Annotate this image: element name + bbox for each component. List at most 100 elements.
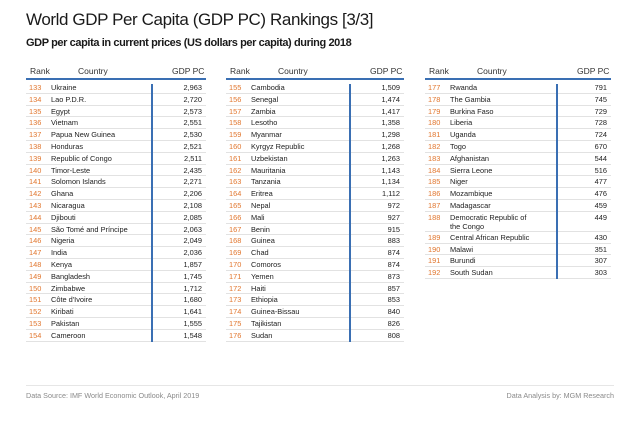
footer-divider [26, 385, 614, 386]
gdp-cell: 1,143 [381, 165, 401, 175]
country-cell: Senegal [251, 94, 279, 104]
gdp-cell: 1,474 [381, 94, 401, 104]
table-header: Rank Country GDP PC [425, 64, 611, 80]
table-row: 152 Kiribati 1,641 [26, 306, 206, 318]
country-cell: Central African Republic [450, 232, 530, 242]
country-cell: Uzbekistan [251, 153, 288, 163]
rank-cell: 134 [29, 94, 42, 104]
table-row: 182 Togo 670 [425, 141, 611, 153]
table-row: 146 Nigeria 2,049 [26, 235, 206, 248]
table-row: 137 Papua New Guinea 2,530 [26, 129, 206, 141]
gdp-cell: 745 [594, 94, 607, 104]
rank-cell: 166 [229, 212, 242, 222]
country-cell: India [51, 248, 68, 258]
rank-cell: 149 [29, 271, 42, 281]
rank-cell: 143 [29, 200, 42, 210]
table-row: 150 Zimbabwe 1,712 [26, 283, 206, 295]
rank-cell: 163 [229, 177, 242, 187]
gdp-cell: 2,511 [184, 153, 202, 163]
table-row: 139 Republic of Congo 2,511 [26, 153, 206, 165]
table-row: 184 Sierra Leone 516 [425, 165, 611, 177]
gdp-cell: 1,263 [381, 153, 401, 163]
country-cell: Kenya [51, 259, 72, 269]
rank-cell: 189 [428, 232, 441, 242]
rank-cell: 168 [229, 236, 242, 246]
gdp-cell: 2,085 [183, 212, 203, 222]
gdp-cell: 2,206 [183, 189, 203, 199]
table-row: 159 Myanmar 1,298 [226, 129, 404, 141]
country-cell: Myanmar [251, 130, 282, 140]
country-cell: Papua New Guinea [51, 130, 116, 140]
country-cell: Guinea-Bissau [251, 307, 300, 317]
rank-cell: 176 [229, 330, 242, 340]
country-cell: Burkina Faso [450, 106, 494, 116]
gdp-cell: 1,268 [381, 141, 401, 151]
rank-cell: 173 [229, 295, 242, 305]
table-row: 174 Guinea-Bissau 840 [226, 306, 404, 318]
column-header-gdp-pc: GDP PC [172, 66, 205, 76]
gdp-cell: 1,134 [381, 177, 401, 187]
gdp-cell: 857 [387, 283, 400, 293]
rank-cell: 167 [229, 224, 242, 234]
country-cell: Egypt [51, 106, 70, 116]
table-row: 165 Nepal 972 [226, 200, 404, 212]
column-header-rank: Rank [429, 66, 449, 76]
gdp-cell: 2,530 [183, 130, 203, 140]
gdp-cell: 873 [387, 271, 400, 281]
gdp-cell: 449 [594, 212, 607, 222]
gdp-cell: 2,049 [183, 236, 203, 246]
gdp-cell: 430 [594, 232, 607, 242]
table-row: 140 Timor-Leste 2,435 [26, 165, 206, 177]
country-cell: Togo [450, 141, 467, 151]
table-row: 155 Cambodia 1,509 [226, 82, 404, 94]
table-row: 172 Haiti 857 [226, 283, 404, 295]
table-row: 181 Uganda 724 [425, 129, 611, 141]
country-cell: Ethiopia [251, 295, 278, 305]
country-cell: The Gambia [450, 94, 491, 104]
table-row: 157 Zambia 1,417 [226, 106, 404, 118]
rank-cell: 135 [29, 106, 42, 116]
rank-cell: 181 [428, 130, 441, 140]
country-cell: Uganda [450, 130, 476, 140]
rank-cell: 142 [29, 189, 42, 199]
country-cell: Malawi [450, 244, 473, 254]
country-cell: Honduras [51, 141, 84, 151]
analysis-credit: Data Analysis by: MGM Research [506, 391, 614, 400]
country-cell: Niger [450, 177, 468, 187]
country-cell: São Tomé and Príncipe [51, 224, 128, 234]
rank-cell: 174 [229, 307, 242, 317]
rank-cell: 183 [428, 153, 441, 163]
table-row: 185 Niger 477 [425, 176, 611, 189]
gdp-cell: 307 [594, 256, 607, 266]
gdp-cell: 1,680 [183, 295, 203, 305]
rank-cell: 155 [229, 83, 242, 92]
table-row: 171 Yemen 873 [226, 271, 404, 283]
table-row: 147 India 2,036 [26, 247, 206, 259]
country-cell: Mali [251, 212, 265, 222]
table-row: 183 Afghanistan 544 [425, 153, 611, 165]
table-row: 134 Lao P.D.R. 2,720 [26, 94, 206, 106]
rank-cell: 162 [229, 165, 242, 175]
column-header-gdp-pc: GDP PC [577, 66, 610, 76]
table-row: 180 Liberia 728 [425, 117, 611, 130]
table-row: 186 Mozambique 476 [425, 188, 611, 200]
gdp-cell: 1,555 [183, 318, 203, 328]
gdp-cell: 840 [387, 307, 400, 317]
rank-cell: 188 [428, 212, 441, 222]
table-row: 170 Comoros 874 [226, 259, 404, 271]
table-row: 135 Egypt 2,573 [26, 106, 206, 118]
table-row: 142 Ghana 2,206 [26, 188, 206, 200]
rank-cell: 171 [229, 271, 242, 281]
gdp-cell: 915 [387, 224, 400, 234]
gdp-cell: 728 [594, 118, 607, 128]
rank-cell: 156 [229, 94, 242, 104]
country-cell: Democratic Republic of the Congo [450, 212, 527, 231]
table-row: 176 Sudan 808 [226, 330, 404, 342]
country-cell: Tajikistan [251, 318, 282, 328]
table-row: 143 Nicaragua 2,108 [26, 200, 206, 212]
country-cell: Cameroon [51, 330, 86, 340]
rank-cell: 151 [29, 295, 42, 305]
country-cell: Madagascar [450, 200, 491, 210]
gdp-cell: 1,298 [381, 130, 401, 140]
gdp-cell: 883 [387, 236, 400, 246]
